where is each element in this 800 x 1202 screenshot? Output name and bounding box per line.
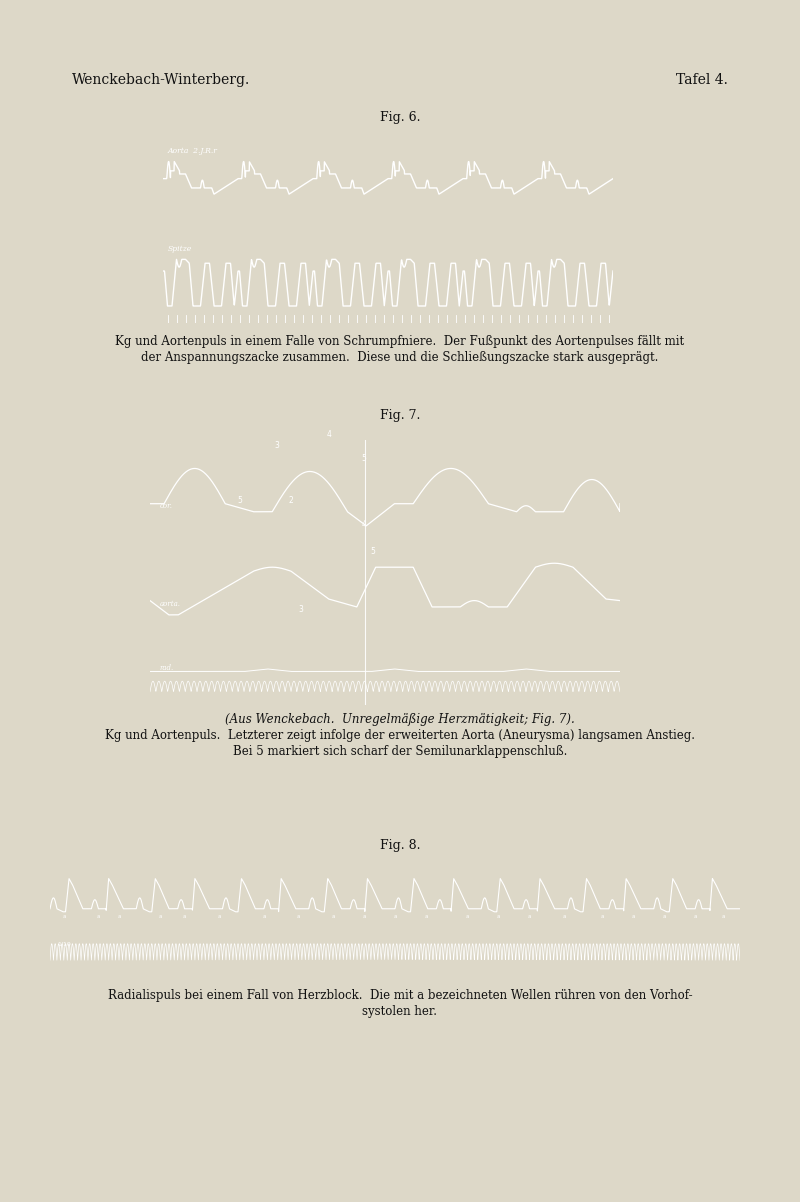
Text: Kg und Aortenpuls.  Letzterer zeigt infolge der erweiterten Aorta (Aneurysma) la: Kg und Aortenpuls. Letzterer zeigt infol…	[105, 730, 695, 743]
Text: rad.: rad.	[159, 664, 174, 672]
Text: Aorta  2.J.R.r: Aorta 2.J.R.r	[167, 147, 218, 155]
Text: Spitze: Spitze	[167, 245, 192, 252]
Text: 4: 4	[362, 520, 366, 529]
Text: a: a	[721, 914, 724, 918]
Text: 3: 3	[298, 605, 303, 614]
Text: (Aus Wenckebach.  Unregelmäßige Herzтätigkeit; Fig. 7).: (Aus Wenckebach. Unregelmäßige Herzтätig…	[225, 714, 575, 726]
Text: Bei 5 markiert sich scharf der Semilunarklappenschluß.: Bei 5 markiert sich scharf der Semilunar…	[233, 745, 567, 758]
Text: a: a	[262, 914, 266, 918]
Text: a: a	[694, 914, 697, 918]
Text: a: a	[118, 914, 121, 918]
Text: a: a	[631, 914, 634, 918]
Text: Fig. 8.: Fig. 8.	[380, 839, 420, 851]
Text: 4: 4	[326, 430, 331, 439]
Text: Radialispuls bei einem Fall von Herzblock.  Die mit a bezeichneten Wellen rühren: Radialispuls bei einem Fall von Herzbloc…	[108, 988, 692, 1001]
Text: systolen her.: systolen her.	[362, 1005, 438, 1018]
Text: 5: 5	[237, 496, 242, 506]
Text: a: a	[394, 914, 397, 918]
Text: cor.: cor.	[159, 502, 173, 511]
Text: 1/10: 1/10	[57, 941, 70, 946]
Text: 5: 5	[362, 454, 366, 463]
Text: a: a	[362, 914, 366, 918]
Text: a: a	[331, 914, 334, 918]
Text: a: a	[497, 914, 500, 918]
Text: Fig. 7.: Fig. 7.	[380, 410, 420, 422]
Text: a: a	[158, 914, 162, 918]
Text: a: a	[662, 914, 666, 918]
Text: Tafel 4.: Tafel 4.	[676, 73, 728, 87]
Text: a: a	[528, 914, 531, 918]
Text: a: a	[62, 914, 66, 918]
Text: a: a	[297, 914, 300, 918]
Text: a: a	[218, 914, 221, 918]
Text: aorta.: aorta.	[159, 600, 181, 608]
Text: a: a	[600, 914, 604, 918]
Text: der Anspannungszacke zusammen.  Diese und die Schließungszacke stark ausgeprägt.: der Anspannungszacke zusammen. Diese und…	[142, 351, 658, 364]
Text: a: a	[97, 914, 100, 918]
Text: 3: 3	[274, 441, 279, 450]
Text: a: a	[183, 914, 186, 918]
Text: a: a	[562, 914, 566, 918]
Text: Wenckebach-Winterberg.: Wenckebach-Winterberg.	[72, 73, 250, 87]
Text: a: a	[466, 914, 469, 918]
Text: 2: 2	[289, 496, 294, 506]
Text: Fig. 6.: Fig. 6.	[380, 112, 420, 125]
Text: 5: 5	[371, 547, 376, 555]
Text: Kg und Aortenpuls in einem Falle von Schrumpfniere.  Der Fußpunkt des Aortenpuls: Kg und Aortenpuls in einem Falle von Sch…	[115, 335, 685, 349]
Text: a: a	[425, 914, 428, 918]
